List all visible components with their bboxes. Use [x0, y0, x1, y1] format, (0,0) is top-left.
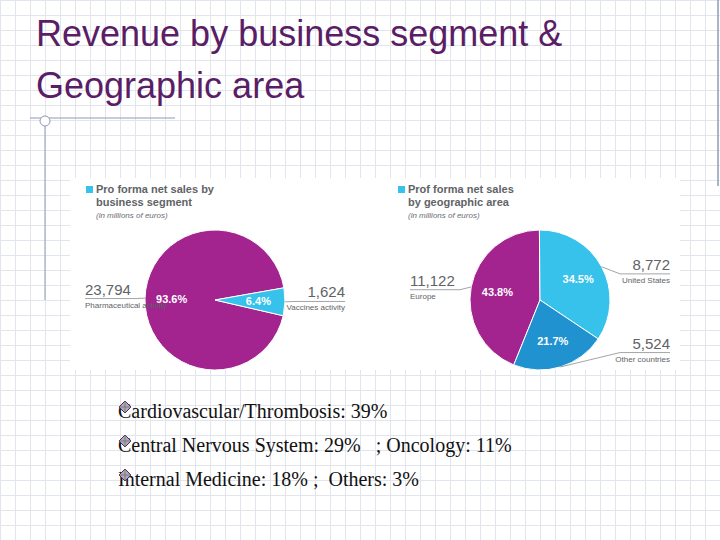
- value-label: 8,772: [632, 256, 670, 273]
- leader-line: [85, 298, 145, 299]
- pie-labels: 43.8% 34.5% 21.7% 11,122 Europe 8,772 United S…: [410, 256, 670, 367]
- background-line: [0, 0, 720, 1]
- background-line: [0, 495, 720, 496]
- background-line: [0, 510, 720, 511]
- bullet-item: Central Nervous System: 29% ; Oncology: …: [118, 434, 512, 457]
- value-label: 1,624: [307, 283, 345, 300]
- bullet-text: Cardiovascular/Thrombosis: 39%: [118, 400, 387, 422]
- background-grid: [0, 0, 720, 540]
- pie-slices: [470, 230, 610, 370]
- background-line: [0, 60, 720, 61]
- background-line: [0, 150, 720, 151]
- bullet-icon: [118, 468, 132, 482]
- leader-line: [285, 301, 345, 302]
- bullet-icon: [118, 434, 132, 448]
- leader-line: [561, 353, 670, 367]
- category-label: Europe: [410, 292, 436, 301]
- chart-subtitle: (in millions of euros): [408, 211, 480, 220]
- category-label: United States: [622, 276, 670, 285]
- chart-subtitle: (in millions of euros): [96, 211, 168, 220]
- bullet-item: Internal Medicine: 18% ; Others: 3%: [118, 468, 419, 491]
- rule-line: [717, 0, 719, 186]
- rule-circle: [40, 116, 50, 126]
- background-line: [0, 375, 720, 376]
- bullet-icon: [118, 400, 132, 414]
- percent-label: 21.7%: [537, 335, 568, 347]
- bullet-text: Central Nervous System: 29% ; Oncology: …: [118, 434, 512, 456]
- value-label: 23,794: [85, 281, 131, 298]
- slide-title: Revenue by business segment & Geographic…: [36, 8, 596, 112]
- background-line: [0, 465, 720, 466]
- pie: [470, 230, 610, 370]
- bullet-item: Cardiovascular/Thrombosis: 39%: [118, 400, 387, 423]
- slide: 93.6%6.4%23,794Pharmaceutical activity1,…: [0, 0, 720, 540]
- title-marker: [398, 186, 405, 193]
- percent-label: 43.8%: [482, 286, 513, 298]
- background-line: [0, 165, 720, 166]
- rule-line: [45, 126, 46, 300]
- category-label: Pharmaceutical activity: [85, 301, 167, 310]
- pie-slice: [215, 288, 285, 316]
- chart-title: Pro forma net sales by business segment: [96, 183, 216, 209]
- background-line: [0, 390, 720, 391]
- category-label: Other countries: [615, 355, 670, 364]
- rule-line: [30, 118, 175, 119]
- pie-labels: 93.6%6.4%23,794Pharmaceutical activity1,…: [85, 281, 345, 313]
- chart-title: Prof forma net sales by geographic area: [408, 183, 528, 209]
- value-label: 5,524: [632, 335, 670, 352]
- category-label: Vaccines activity: [286, 303, 345, 312]
- title-marker: [86, 186, 93, 193]
- percent-label: 34.5%: [563, 273, 594, 285]
- percent-label: 6.4%: [246, 295, 271, 307]
- pie-slice: [514, 300, 598, 370]
- value-label: 11,122: [410, 272, 455, 289]
- background-line: [0, 135, 720, 136]
- bullet-text: Internal Medicine: 18% ; Others: 3%: [118, 468, 419, 490]
- background-line: [0, 525, 720, 526]
- background-line: [0, 120, 720, 121]
- chart-panel: [70, 178, 680, 370]
